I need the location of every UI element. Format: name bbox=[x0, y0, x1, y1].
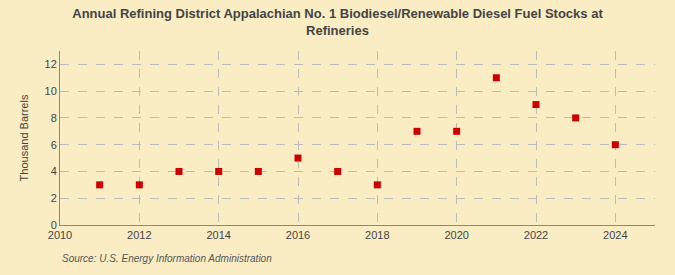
svg-text:10: 10 bbox=[45, 85, 57, 97]
svg-text:2022: 2022 bbox=[524, 229, 548, 241]
svg-text:2024: 2024 bbox=[603, 229, 627, 241]
svg-text:Annual Refining District Appal: Annual Refining District Appalachian No.… bbox=[72, 6, 603, 38]
svg-text:2010: 2010 bbox=[48, 229, 72, 241]
svg-text:2: 2 bbox=[51, 192, 57, 204]
svg-text:2012: 2012 bbox=[127, 229, 151, 241]
svg-text:12: 12 bbox=[45, 58, 57, 70]
svg-text:2018: 2018 bbox=[365, 229, 389, 241]
svg-text:Source: U.S. Energy Informatio: Source: U.S. Energy Information Administ… bbox=[62, 253, 272, 264]
svg-text:2016: 2016 bbox=[286, 229, 310, 241]
svg-text:8: 8 bbox=[51, 112, 57, 124]
svg-text:2014: 2014 bbox=[206, 229, 230, 241]
svg-text:6: 6 bbox=[51, 139, 57, 151]
svg-text:2020: 2020 bbox=[444, 229, 468, 241]
svg-text:0: 0 bbox=[51, 219, 57, 231]
svg-text:4: 4 bbox=[51, 165, 57, 177]
svg-text:Thousand Barrels: Thousand Barrels bbox=[18, 94, 30, 181]
